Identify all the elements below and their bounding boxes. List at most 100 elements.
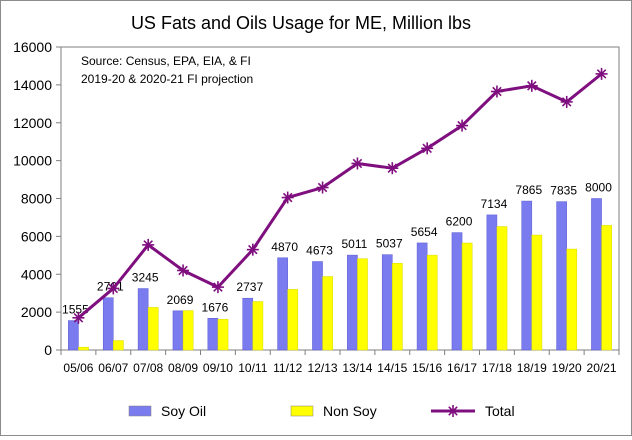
data-label: 5654 — [411, 225, 438, 239]
bar-soy-oil — [242, 297, 254, 351]
annotation-line: 2019-20 & 2020-21 FI projection — [81, 72, 253, 86]
bar-soy-oil — [521, 200, 533, 351]
bar-non-soy — [601, 225, 612, 351]
bar-non-soy — [217, 319, 229, 351]
data-label: 6200 — [446, 215, 473, 229]
plot-area: 0 2000 4000 6000 8000 10000 12000 14000 16000 05/… — [13, 39, 620, 375]
point-total — [107, 282, 120, 295]
x-tick-label: 19/20 — [552, 361, 582, 375]
data-label: 2069 — [167, 293, 194, 307]
point-total — [386, 162, 399, 175]
legend-soy-oil-swatch — [128, 405, 152, 417]
y-tick-label: 10000 — [13, 153, 52, 169]
bar-non-soy — [392, 263, 403, 351]
point-total — [177, 264, 190, 277]
x-tick-label: 10/11 — [238, 361, 267, 375]
bar-soy-oil — [207, 318, 219, 351]
data-label: 8000 — [585, 181, 612, 195]
data-label: 3245 — [132, 271, 159, 285]
legend-non-soy-label: Non Soy — [323, 403, 377, 419]
x-tick-label: 05/06 — [63, 361, 93, 375]
data-label: 7134 — [481, 197, 508, 211]
point-total — [142, 238, 155, 251]
bar-soy-oil — [137, 288, 149, 351]
bar-non-soy — [357, 258, 368, 351]
bar-non-soy — [252, 301, 264, 351]
point-total — [421, 142, 434, 155]
line-total — [77, 72, 603, 319]
y-tick-label: 16000 — [13, 39, 52, 55]
point-total — [525, 79, 538, 92]
point-total — [456, 119, 469, 132]
bar-non-soy — [322, 276, 333, 351]
y-tick-label: 14000 — [13, 77, 52, 93]
bar-non-soy — [531, 234, 543, 351]
point-total — [490, 85, 503, 98]
bar-non-soy — [113, 340, 124, 351]
point-total — [316, 181, 329, 194]
bar-soy-oil — [68, 320, 79, 351]
point-total — [72, 311, 85, 324]
bar-soy-oil — [451, 232, 463, 351]
point-total — [246, 243, 259, 256]
y-tick-label: 6000 — [21, 228, 52, 244]
x-tick-label: 17/18 — [482, 361, 512, 375]
bar-soy-oil — [312, 261, 323, 351]
data-label: 5037 — [376, 237, 403, 251]
x-tick-label: 18/19 — [517, 361, 547, 375]
annotation-line: Source: Census, EPA, EIA, & FI — [81, 54, 251, 68]
bar-soy-oil — [381, 254, 393, 351]
y-tick-label: 8000 — [21, 191, 52, 207]
legend: Soy Oil Non Soy Total — [128, 403, 515, 419]
legend-non-soy-swatch — [290, 405, 314, 417]
chart-title: US Fats and Oils Usage for ME, Million l… — [131, 13, 471, 33]
y-tick-label: 12000 — [13, 115, 52, 131]
bar-soy-oil — [347, 254, 358, 351]
bar-non-soy — [461, 242, 473, 351]
bar-soy-oil — [172, 310, 184, 351]
x-tick-label: 09/10 — [203, 361, 233, 375]
x-tick-label: 16/17 — [447, 361, 477, 375]
point-total — [281, 191, 294, 204]
x-tick-label: 20/21 — [587, 361, 617, 375]
bar-soy-oil — [556, 201, 567, 351]
legend-soy-oil-label: Soy Oil — [161, 403, 206, 419]
bar-soy-oil — [102, 297, 114, 351]
legend-total-marker — [447, 405, 459, 417]
x-tick-label: 07/08 — [133, 361, 163, 375]
bar-non-soy — [78, 346, 89, 351]
bar-soy-oil — [277, 257, 288, 351]
bar-soy-oil — [416, 242, 428, 351]
bar-soy-oil — [486, 214, 498, 351]
x-tick-label: 15/16 — [412, 361, 442, 375]
bar-non-soy — [287, 289, 299, 351]
x-tick-label: 11/12 — [273, 361, 302, 375]
bar-non-soy — [566, 248, 578, 351]
x-tick-label: 13/14 — [342, 361, 372, 375]
x-tick-label: 06/07 — [98, 361, 128, 375]
legend-total-label: Total — [485, 403, 515, 419]
data-label: 7835 — [550, 184, 577, 198]
y-tick-label: 2000 — [21, 304, 52, 320]
x-tick-label: 08/09 — [168, 361, 198, 375]
bar-non-soy — [147, 307, 159, 351]
point-total — [211, 281, 224, 294]
data-label: 5011 — [341, 237, 367, 251]
bar-non-soy — [426, 254, 438, 351]
x-tick-label: 14/15 — [377, 361, 407, 375]
point-total — [351, 157, 364, 170]
data-label: 4673 — [306, 244, 333, 258]
bar-non-soy — [496, 226, 508, 351]
data-label: 1676 — [202, 300, 229, 314]
y-tick-label: 0 — [44, 342, 52, 358]
data-label: 7865 — [515, 183, 542, 197]
data-label: 4870 — [271, 240, 298, 254]
data-label: 2737 — [236, 280, 263, 294]
bar-soy-oil — [591, 198, 602, 351]
bar-non-soy — [182, 310, 194, 351]
point-total — [560, 95, 573, 108]
x-tick-label: 12/13 — [308, 361, 338, 375]
point-total — [595, 67, 608, 80]
